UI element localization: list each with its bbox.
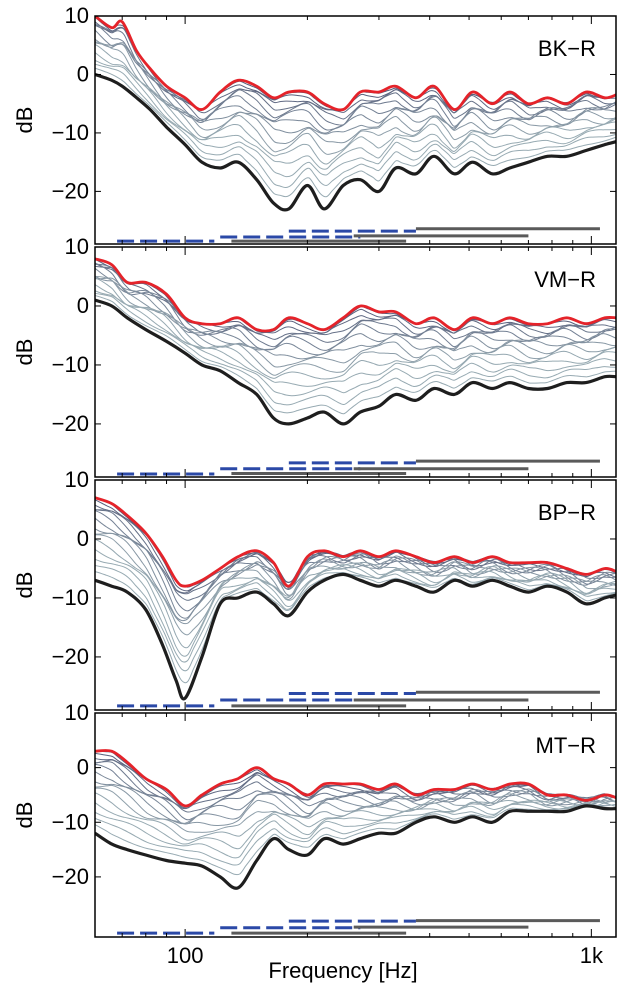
fan-curve (95, 292, 616, 406)
axes-box (94, 246, 617, 478)
fan-curve (95, 275, 616, 360)
y-tick-label: −10 (52, 120, 89, 145)
lower-bound-line (95, 572, 616, 701)
fan-curve (95, 43, 616, 165)
plot-area (95, 257, 616, 476)
plot-area (95, 16, 616, 243)
panel-label: BK−R (538, 36, 596, 61)
fan-curve (95, 538, 616, 649)
fan-curve (95, 802, 616, 866)
y-tick-label: −20 (52, 411, 89, 436)
fan-curve (95, 295, 616, 415)
fan-curve (95, 528, 616, 622)
fan-curve (95, 42, 616, 145)
y-tick-label: 10 (65, 234, 89, 259)
y-tick-label: 0 (77, 293, 89, 318)
fan-curve (95, 792, 616, 841)
fan-curve (95, 275, 616, 376)
axes-box (94, 712, 617, 938)
upper-bound-line (95, 749, 616, 808)
y-axis-label: dB (12, 802, 37, 829)
y-tick-label: −10 (52, 585, 89, 610)
y-tick-label: 0 (77, 526, 89, 551)
fan-curve (95, 41, 616, 155)
y-tick-label: 10 (65, 467, 89, 492)
panels: 100−10−20dBBK−R100−10−20dBVM−R100−10−20d… (12, 3, 617, 968)
fan-curve (95, 63, 616, 189)
lower-bound-line (95, 804, 616, 890)
panel-label: MT−R (536, 733, 597, 758)
upper-bound-line (95, 496, 616, 588)
fan-curve (95, 52, 616, 170)
x-tick-label: 1k (580, 943, 604, 968)
fan-curve (95, 781, 616, 825)
upper-bound-line (95, 257, 616, 333)
panel-label: VM−R (534, 267, 596, 292)
fan-curve (95, 799, 616, 850)
fan-curve (95, 290, 616, 397)
x-tick-label: 100 (167, 943, 204, 968)
fan-curve (95, 517, 616, 619)
fan-curve (95, 805, 616, 876)
y-axis-label: dB (12, 107, 37, 134)
y-axis-label: dB (12, 339, 37, 366)
fan-curve (95, 510, 616, 612)
y-axis-label: dB (12, 572, 37, 599)
y-tick-label: −20 (52, 178, 89, 203)
fan-curve (95, 277, 616, 380)
fan-curve (95, 23, 616, 131)
fan-curve (95, 262, 616, 335)
panel-2: 10 0 −10 −20 dB VM−R (12, 234, 617, 478)
y-tick-label: 0 (77, 755, 89, 780)
panel-3: 10 0 −10 −20 dB BP−R (12, 467, 617, 711)
fan-curve (95, 565, 616, 672)
fan-curve (95, 571, 616, 684)
axes-box (94, 479, 617, 711)
plot-area (95, 496, 616, 708)
fan-curve (95, 509, 616, 601)
lower-bound-line (95, 72, 616, 212)
y-tick-label: 0 (77, 61, 89, 86)
upper-bound-line (95, 16, 616, 112)
fan-curve (95, 59, 616, 178)
fan-curve (95, 24, 616, 120)
fan-curve (95, 262, 616, 351)
fan-curve (95, 800, 616, 859)
panel-label: BP−R (538, 500, 596, 525)
fan-curve (95, 558, 616, 663)
fan-curve (95, 548, 616, 657)
x-axis-label: Frequency [Hz] (268, 958, 417, 983)
y-tick-label: −20 (52, 864, 89, 889)
y-tick-label: 10 (65, 700, 89, 725)
plot-area (95, 749, 616, 935)
y-tick-label: −20 (52, 644, 89, 669)
fan-curve (95, 67, 616, 198)
y-tick-label: −10 (52, 352, 89, 377)
y-tick-label: 10 (65, 3, 89, 28)
axes-box (94, 15, 617, 245)
panel-1: 10 0 −10 −20 dB BK−R (12, 3, 617, 245)
lower-bound-line (95, 298, 616, 426)
fan-curve (95, 277, 616, 368)
fan-curve (95, 38, 616, 135)
y-tick-label: −10 (52, 809, 89, 834)
